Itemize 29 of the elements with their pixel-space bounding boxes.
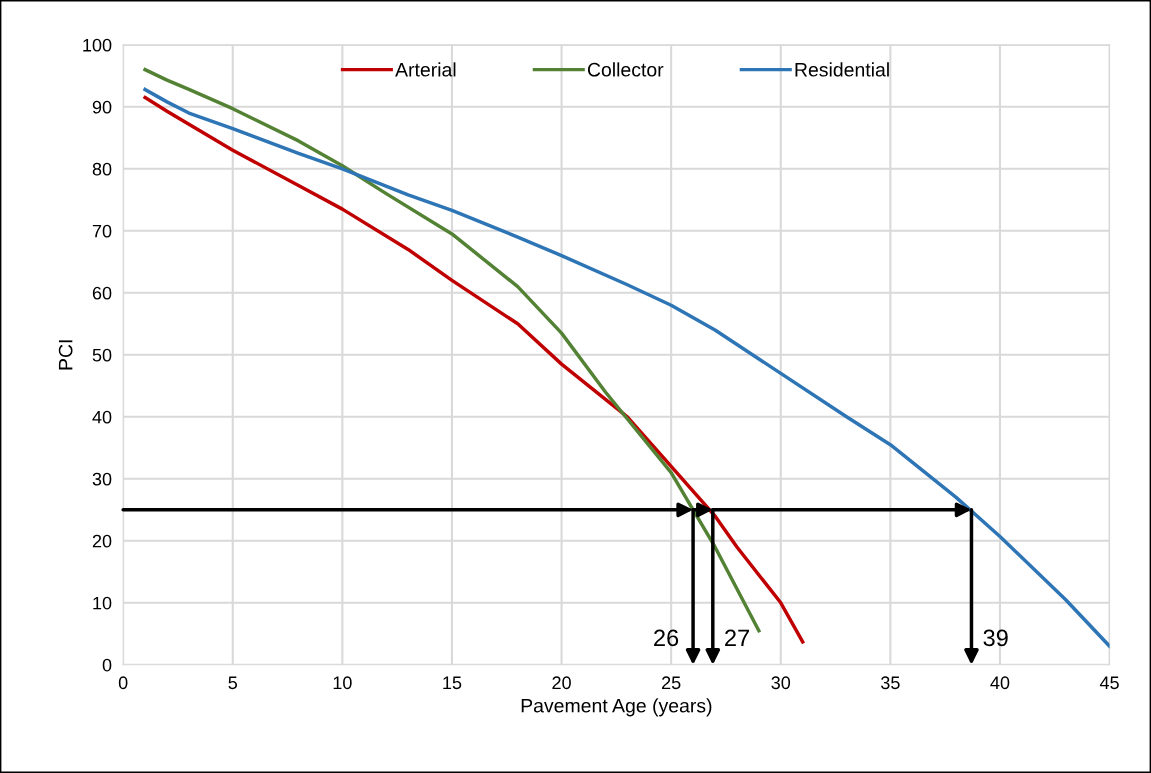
y-tick-label: 70	[92, 224, 112, 238]
x-tick-label: 35	[881, 676, 900, 690]
annotation: 27	[725, 629, 749, 646]
y-tick-label: 10	[93, 596, 112, 610]
x-tick-label: 0	[118, 676, 128, 690]
x-tick-label: 20	[552, 676, 571, 690]
legend-label: Collector	[587, 62, 664, 77]
y-tick-label: 100	[83, 38, 112, 52]
y-tick-label: 50	[92, 348, 112, 362]
annotation: 26	[654, 629, 679, 647]
y-tick-label: 20	[92, 534, 112, 548]
x-tick-label: 15	[443, 676, 462, 690]
y-tick-label: 0	[102, 658, 112, 672]
x-tick-label: 30	[771, 676, 791, 690]
y-axis-title: PCI	[58, 340, 73, 370]
legend-label: Arterial	[395, 62, 456, 77]
legend-label: Residential	[795, 62, 889, 77]
x-tick-label: 40	[990, 676, 1010, 690]
x-tick-label: 10	[333, 676, 352, 690]
y-tick-label: 80	[92, 162, 112, 176]
y-tick-label: 90	[92, 100, 112, 114]
y-tick-label: 30	[92, 472, 112, 486]
y-tick-label: 60	[92, 286, 112, 300]
annotation: 39	[983, 629, 1008, 647]
y-tick-label: 40	[92, 410, 112, 424]
x-tick-label: 25	[662, 676, 681, 690]
x-axis-title: Pavement Age (years)	[521, 698, 712, 717]
x-tick-label: 5	[228, 676, 238, 690]
x-tick-label: 45	[1099, 676, 1119, 690]
